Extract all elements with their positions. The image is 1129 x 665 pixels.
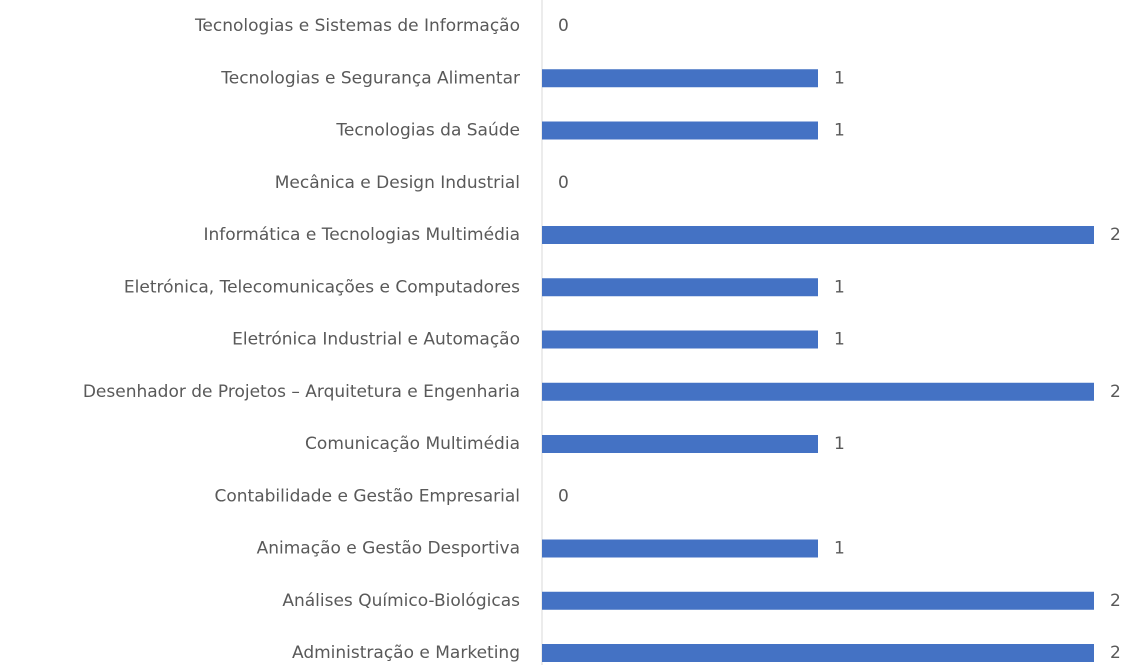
- y-tick-label: Tecnologias e Segurança Alimentar: [220, 68, 520, 88]
- y-tick-label: Informática e Tecnologias Multimédia: [203, 225, 520, 245]
- data-label: 1: [834, 68, 845, 88]
- data-label: 1: [834, 330, 845, 350]
- y-tick-label: Animação e Gestão Desportiva: [257, 539, 520, 559]
- y-tick-label: Análises Químico-Biológicas: [282, 591, 520, 611]
- bar: [542, 226, 1094, 244]
- y-tick-label: Eletrónica, Telecomunicações e Computado…: [124, 277, 520, 297]
- data-label: 0: [558, 173, 569, 193]
- bar: [542, 435, 818, 453]
- bar: [542, 539, 818, 558]
- bar: [542, 69, 818, 88]
- y-tick-label: Contabilidade e Gestão Empresarial: [215, 486, 521, 506]
- bar: [542, 644, 1094, 662]
- data-label: 2: [1110, 225, 1121, 245]
- data-label: 1: [834, 539, 845, 559]
- data-label: 1: [834, 277, 845, 297]
- data-label: 2: [1110, 643, 1121, 663]
- y-tick-label: Administração e Marketing: [292, 643, 520, 663]
- data-label: 0: [558, 16, 569, 36]
- bar: [542, 330, 818, 349]
- bar: [542, 382, 1094, 401]
- bar: [542, 278, 818, 297]
- data-label: 1: [834, 434, 845, 454]
- y-tick-label: Desenhador de Projetos – Arquitetura e E…: [83, 382, 520, 402]
- bar: [542, 591, 1094, 610]
- y-tick-label: Mecânica e Design Industrial: [275, 173, 520, 193]
- y-tick-label: Comunicação Multimédia: [305, 434, 520, 454]
- y-tick-label: Eletrónica Industrial e Automação: [232, 330, 520, 350]
- data-label: 0: [558, 486, 569, 506]
- data-label: 1: [834, 121, 845, 141]
- bar: [542, 121, 818, 140]
- y-tick-label: Tecnologias e Sistemas de Informação: [194, 16, 520, 36]
- data-label: 2: [1110, 591, 1121, 611]
- data-label: 2: [1110, 382, 1121, 402]
- y-tick-label: Tecnologias da Saúde: [335, 121, 520, 141]
